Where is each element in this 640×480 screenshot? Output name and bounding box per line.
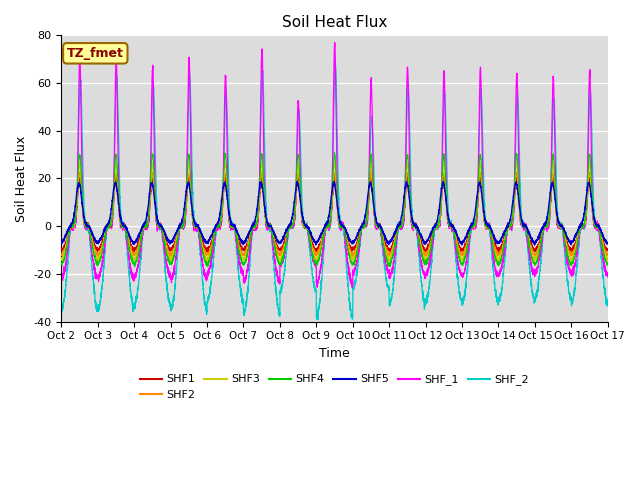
- Legend: SHF1, SHF2, SHF3, SHF4, SHF5, SHF_1, SHF_2: SHF1, SHF2, SHF3, SHF4, SHF5, SHF_1, SHF…: [136, 370, 534, 405]
- SHF5: [293, 179, 301, 184]
- SHF4: [488, 237, 496, 243]
- SHF4: [427, 245, 435, 251]
- SHF1: [604, 246, 611, 252]
- SHF1: [495, 250, 502, 255]
- SHF2: [427, 240, 435, 245]
- SHF1: [488, 232, 496, 238]
- SHF1: [476, 174, 484, 180]
- SHF_1: [457, 273, 465, 278]
- SHF4: [457, 260, 465, 265]
- SHF1: [314, 246, 322, 252]
- SHF4: [331, 150, 339, 156]
- SHF4: [385, 264, 393, 269]
- Line: SHF1: SHF1: [61, 177, 608, 252]
- SHF5: [604, 241, 612, 247]
- SHF5: [427, 231, 435, 237]
- SHF2: [156, 222, 163, 228]
- SHF5: [314, 239, 322, 244]
- SHF2: [488, 236, 496, 241]
- Title: Soil Heat Flux: Soil Heat Flux: [282, 15, 387, 30]
- SHF_2: [488, 257, 496, 263]
- Line: SHF_2: SHF_2: [61, 60, 608, 320]
- SHF_2: [457, 296, 465, 302]
- SHF1: [156, 224, 163, 229]
- SHF2: [604, 252, 612, 258]
- Line: SHF_1: SHF_1: [61, 43, 608, 288]
- SHF5: [58, 240, 65, 245]
- Line: SHF4: SHF4: [61, 153, 608, 266]
- SHF_2: [314, 317, 322, 323]
- SHF1: [604, 247, 612, 253]
- SHF2: [314, 251, 322, 256]
- Line: SHF5: SHF5: [61, 181, 608, 245]
- SHF_2: [156, 225, 163, 230]
- X-axis label: Time: Time: [319, 347, 350, 360]
- Text: TZ_fmet: TZ_fmet: [67, 47, 124, 60]
- SHF5: [156, 222, 163, 228]
- SHF3: [604, 257, 611, 263]
- SHF4: [58, 260, 65, 266]
- SHF2: [604, 252, 611, 258]
- SHF4: [156, 222, 163, 228]
- SHF_1: [314, 277, 322, 283]
- Line: SHF3: SHF3: [61, 163, 608, 262]
- SHF4: [604, 261, 612, 267]
- SHF_1: [427, 255, 435, 261]
- SHF3: [604, 258, 612, 264]
- SHF_2: [604, 300, 611, 306]
- Line: SHF2: SHF2: [61, 172, 608, 257]
- SHF3: [156, 223, 164, 228]
- SHF4: [604, 262, 611, 267]
- SHF_2: [604, 298, 612, 304]
- SHF2: [367, 169, 374, 175]
- SHF_2: [58, 306, 65, 312]
- SHF3: [113, 160, 120, 166]
- SHF3: [488, 236, 496, 242]
- SHF_2: [314, 311, 322, 316]
- SHF5: [457, 240, 465, 246]
- SHF3: [427, 243, 435, 249]
- SHF5: [604, 239, 611, 245]
- SHF2: [58, 252, 65, 257]
- SHF3: [422, 259, 429, 265]
- SHF_1: [604, 272, 612, 277]
- SHF1: [427, 236, 435, 242]
- SHF1: [457, 245, 465, 251]
- SHF3: [58, 255, 65, 261]
- SHF5: [531, 242, 538, 248]
- Y-axis label: Soil Heat Flux: Soil Heat Flux: [15, 135, 28, 222]
- SHF_2: [332, 57, 339, 62]
- SHF5: [488, 228, 496, 234]
- SHF3: [314, 253, 322, 259]
- SHF_1: [604, 270, 611, 276]
- SHF_1: [58, 275, 65, 281]
- SHF3: [457, 256, 465, 262]
- SHF1: [58, 246, 65, 252]
- SHF_2: [427, 268, 435, 274]
- SHF_1: [348, 285, 356, 290]
- SHF_1: [156, 226, 163, 231]
- SHF2: [457, 252, 465, 257]
- SHF_1: [488, 246, 496, 252]
- SHF_1: [331, 40, 339, 46]
- SHF2: [348, 254, 356, 260]
- SHF4: [314, 259, 322, 265]
